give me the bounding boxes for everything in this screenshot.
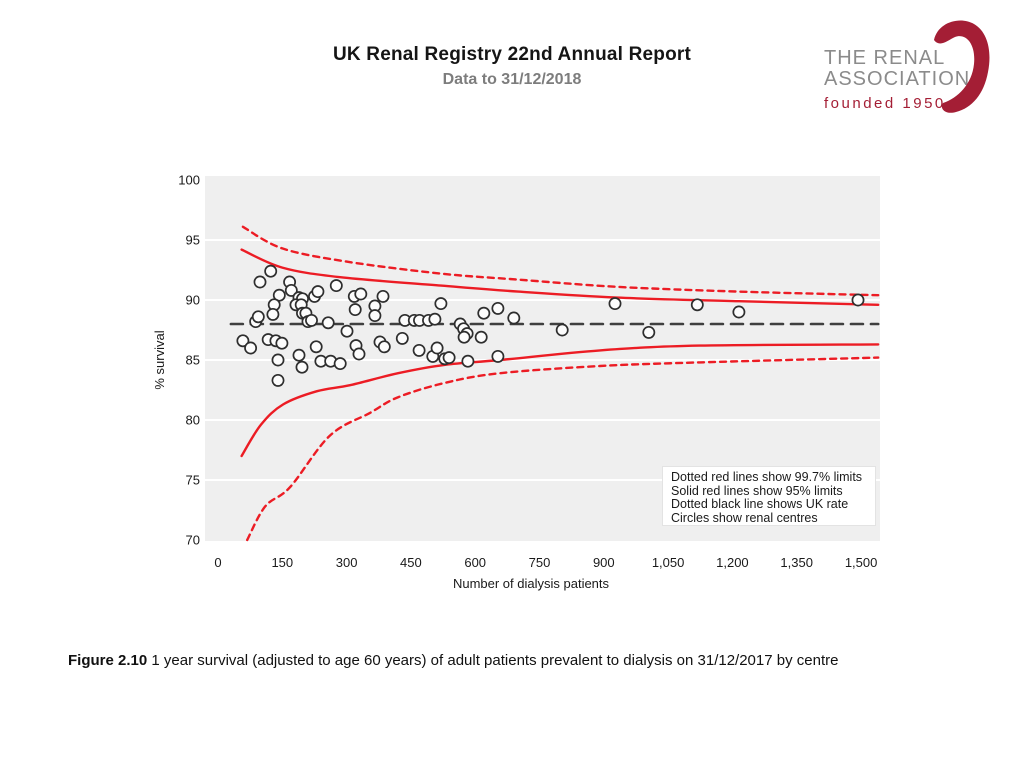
centre-point [354, 287, 368, 301]
centre-point [690, 298, 704, 312]
y-tick-label: 95 [186, 233, 200, 248]
centre-point [442, 351, 456, 365]
centre-point [340, 324, 354, 338]
x-tick-label: 1,350 [780, 555, 813, 570]
x-tick-label: 900 [593, 555, 615, 570]
centre-point [507, 311, 521, 325]
x-tick-label: 150 [271, 555, 293, 570]
y-tick-label: 90 [186, 293, 200, 308]
centre-point [311, 285, 325, 299]
logo-text-line2: ASSOCIATION [824, 68, 971, 90]
x-tick-label: 0 [214, 555, 221, 570]
y-tick-label: 85 [186, 353, 200, 368]
legend-line: Circles show renal centres [671, 510, 818, 525]
x-tick-label: 750 [529, 555, 551, 570]
limit-curve-95-lower-limit [240, 343, 880, 458]
centre-point [376, 289, 390, 303]
logo-text-line1: THE RENAL [824, 47, 946, 69]
centre-point [251, 310, 265, 324]
figure-caption-text: 1 year survival (adjusted to age 60 year… [147, 652, 839, 669]
centre-point [271, 353, 285, 367]
centre-point [474, 330, 488, 344]
centre-point [295, 360, 309, 374]
centre-point [457, 330, 471, 344]
centre-point [309, 340, 323, 354]
centre-point [434, 297, 448, 311]
x-tick-label: 1,200 [716, 555, 749, 570]
figure-caption: Figure 2.10 1 year survival (adjusted to… [68, 652, 968, 669]
centre-point [368, 309, 382, 323]
legend-line: Solid red lines show 95% limits [671, 483, 843, 498]
legend-box: Dotted red lines show 99.7% limits Solid … [662, 466, 876, 526]
x-tick-label: 1,500 [845, 555, 878, 570]
x-tick-label: 600 [464, 555, 486, 570]
legend-line: Dotted red lines show 99.7% limits [671, 470, 863, 484]
x-tick-label: 450 [400, 555, 422, 570]
legend-line: Dotted black line shows UK rate [671, 497, 849, 511]
centre-point [264, 264, 278, 278]
centre-point [461, 354, 475, 368]
centre-point [428, 312, 442, 326]
centre-point [305, 313, 318, 327]
centre-point [430, 341, 444, 355]
centre-point [253, 275, 267, 289]
centre-point [348, 303, 362, 317]
centre-point [352, 347, 366, 361]
centre-point [329, 279, 343, 293]
x-tick-label: 300 [336, 555, 358, 570]
centre-point [275, 336, 289, 350]
centre-point [333, 357, 347, 371]
centre-point [555, 323, 569, 337]
x-tick-label: 1,050 [652, 555, 685, 570]
renal-association-logo: THE RENAL ASSOCIATION founded 1950 [824, 20, 1014, 113]
y-axis-title: % survival [152, 330, 167, 389]
figure-caption-label: Figure 2.10 [68, 652, 148, 669]
centre-point [477, 306, 491, 320]
y-tick-label: 100 [178, 173, 200, 188]
limit-curve-99.7-lower-limit [246, 356, 880, 542]
logo-founded-text: founded 1950 [824, 95, 946, 112]
limit-curve-95-upper-limit [240, 248, 880, 306]
centre-point [236, 334, 250, 348]
centre-point [412, 343, 426, 357]
y-tick-label: 70 [186, 533, 200, 548]
centre-point [266, 307, 280, 321]
centre-point [732, 305, 746, 319]
report-subtitle: Data to 31/12/2018 [442, 71, 582, 88]
centre-point [851, 293, 865, 307]
centre-point [608, 297, 622, 311]
limit-curve-99.7-upper-limit [241, 225, 880, 297]
centre-point [395, 331, 409, 345]
centre-point [491, 301, 505, 315]
centre-point [292, 348, 306, 362]
y-tick-label: 75 [186, 473, 200, 488]
centre-point [244, 341, 258, 355]
centre-point [271, 373, 285, 387]
centre-point [491, 349, 505, 363]
centre-point [642, 325, 656, 339]
report-header: UK Renal Registry 22nd Annual Report Dat… [0, 44, 1024, 89]
centre-point [284, 283, 298, 297]
report-title: UK Renal Registry 22nd Annual Report [332, 44, 692, 65]
x-axis-title: Number of dialysis patients [453, 576, 610, 591]
centre-point [377, 340, 391, 354]
centre-point [321, 316, 335, 330]
y-tick-label: 80 [186, 413, 200, 428]
centre-point [272, 288, 286, 302]
kidney-swoosh-icon [934, 20, 990, 113]
